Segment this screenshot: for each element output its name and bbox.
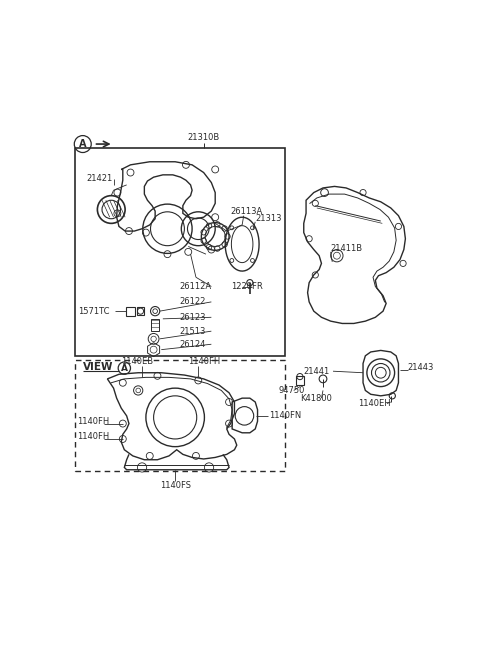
Text: 1140EH: 1140EH (358, 399, 390, 408)
Bar (75, 360, 285, 472)
Text: 26122: 26122 (179, 297, 205, 307)
Text: K41800: K41800 (300, 394, 332, 403)
Text: 1140FS: 1140FS (160, 481, 191, 490)
Text: VIEW: VIEW (83, 362, 113, 372)
Text: 21310B: 21310B (188, 134, 220, 142)
Text: 1220FR: 1220FR (230, 282, 263, 291)
Text: 21513: 21513 (179, 327, 205, 335)
Text: 26124: 26124 (179, 340, 205, 348)
Bar (151, 319, 159, 331)
Text: 1140FH: 1140FH (77, 432, 109, 441)
Text: 21313: 21313 (255, 214, 282, 223)
Bar (296, 376, 304, 385)
Bar (126, 307, 135, 316)
Text: 26112A: 26112A (179, 282, 211, 291)
Text: 26123: 26123 (179, 313, 205, 322)
Text: 94750: 94750 (278, 386, 305, 395)
Text: 21421: 21421 (86, 174, 113, 183)
Text: 1140FH: 1140FH (77, 417, 109, 426)
Text: 1140FH: 1140FH (188, 358, 220, 366)
Text: 1140EB: 1140EB (121, 358, 154, 366)
Text: 21443: 21443 (408, 363, 434, 372)
Bar (75, 148, 285, 356)
Text: 1571TC: 1571TC (78, 307, 109, 316)
Bar (137, 307, 144, 315)
Text: 26113A: 26113A (230, 208, 263, 216)
Text: A: A (79, 139, 86, 149)
Text: 21441: 21441 (304, 367, 330, 376)
Text: 21411B: 21411B (331, 244, 363, 252)
Text: 1140FN: 1140FN (269, 411, 301, 421)
Text: A: A (121, 364, 128, 373)
